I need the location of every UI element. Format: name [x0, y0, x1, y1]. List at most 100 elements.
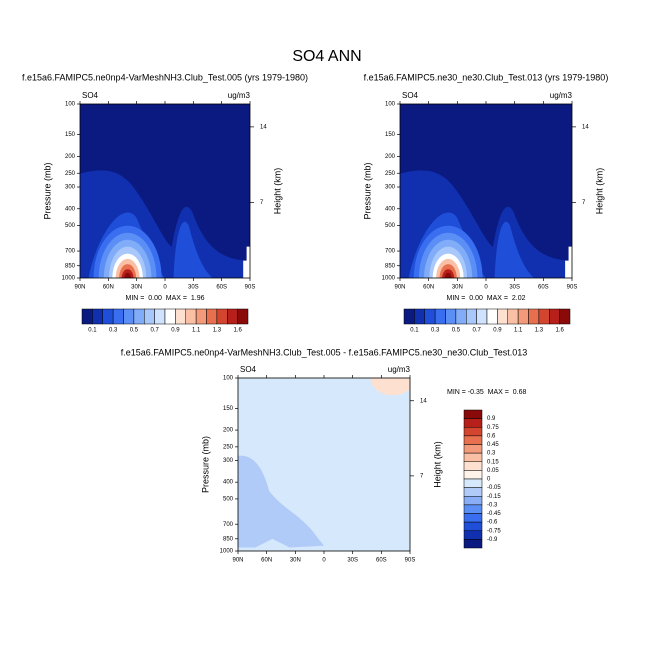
colorbar-label: 0.9: [487, 416, 496, 422]
colorbar-label: 0.75: [487, 425, 499, 431]
panel-subtitle: f.e15a6.FAMIPC5.ne0np4-VarMeshNH3.Club_T…: [22, 72, 308, 82]
colorbar-label: 0.9: [493, 328, 502, 334]
colorbar-label: 1.6: [233, 328, 242, 334]
y-tick-label: 500: [65, 223, 76, 229]
x-tick-label: 30N: [452, 285, 463, 291]
colorbar-box: [403, 308, 415, 325]
y-axis-title: Pressure (mb): [200, 436, 210, 493]
x-tick-label: 90S: [405, 558, 416, 564]
colorbar-box: [102, 308, 114, 325]
y2-axis-title: Height (km): [594, 168, 604, 215]
contour-field: [400, 104, 572, 278]
colorbar-box: [463, 513, 483, 523]
colorbar-box: [559, 308, 571, 325]
colorbar-box: [154, 308, 166, 325]
y-tick-label: 300: [385, 185, 396, 191]
colorbar-label: -0.3: [487, 502, 498, 508]
colorbar-label: -0.6: [487, 520, 498, 526]
x-tick-label: 0: [163, 285, 167, 291]
colorbar-label: 0.1: [88, 328, 97, 334]
colorbar-label: 0.5: [130, 328, 139, 334]
colorbar-box: [463, 530, 483, 540]
y-tick-label: 1000: [220, 549, 234, 555]
y-tick-label: 250: [65, 171, 76, 177]
colorbar-box: [463, 435, 483, 445]
y-tick-label: 500: [223, 496, 234, 502]
x-tick-label: 30S: [509, 285, 520, 291]
y-tick-label: 150: [385, 132, 396, 138]
contour-fill: [370, 378, 410, 396]
y-tick-label: 100: [65, 102, 76, 108]
x-tick-label: 90N: [394, 285, 405, 291]
colorbar-box: [549, 308, 560, 325]
colorbar-box: [463, 452, 483, 462]
y2-tick-label: 7: [420, 473, 424, 479]
colorbar-label: 0.3: [487, 451, 496, 457]
colorbar-box: [486, 308, 498, 325]
colorbar-label: 0.3: [109, 328, 118, 334]
y-tick-label: 150: [65, 132, 76, 138]
colorbar-box: [463, 487, 483, 497]
contour-fill: [494, 221, 535, 278]
min-max-label: MIN = 0.00 MAX = 1.96: [126, 295, 205, 302]
colorbar-box: [507, 308, 519, 325]
colorbar-box: [463, 444, 483, 454]
colorbar-label: 0.7: [472, 328, 481, 334]
panel-subtitle: f.e15a6.FAMIPC5.ne30_ne30.Club_Test.013 …: [364, 72, 609, 82]
units-label: ug/m3: [228, 91, 251, 100]
y-tick-label: 700: [65, 249, 76, 255]
units-label: ug/m3: [388, 365, 411, 374]
colorbar-label: -0.15: [487, 494, 501, 500]
colorbar-box: [463, 418, 483, 428]
colorbar-box: [445, 308, 457, 325]
x-tick-label: 90N: [232, 558, 243, 564]
colorbar-box: [463, 496, 483, 506]
contour-field: [238, 378, 410, 551]
colorbar-box: [195, 308, 207, 325]
y-tick-label: 1000: [382, 276, 396, 282]
colorbar-box: [144, 308, 155, 325]
y-tick-label: 700: [385, 249, 396, 255]
x-tick-label: 30N: [290, 558, 301, 564]
y2-tick-label: 14: [582, 124, 589, 130]
colorbar-box: [466, 308, 477, 325]
y-tick-label: 200: [65, 154, 76, 160]
y-tick-label: 1000: [62, 276, 76, 282]
x-tick-label: 0: [322, 558, 326, 564]
y2-tick-label: 7: [260, 200, 264, 206]
colorbar-box: [206, 308, 218, 325]
x-tick-label: 30N: [131, 285, 142, 291]
colorbar-label: 1.3: [535, 328, 544, 334]
colorbar-box: [463, 461, 483, 471]
y2-axis-title: Height (km): [432, 441, 442, 488]
colorbar-label: 0.1: [410, 328, 419, 334]
colorbar-label: 0.9: [171, 328, 180, 334]
x-tick-label: 30S: [347, 558, 358, 564]
colorbar-box: [424, 308, 436, 325]
x-tick-label: 60S: [538, 285, 549, 291]
colorbar-box: [434, 308, 446, 325]
y-tick-label: 100: [385, 102, 396, 108]
x-tick-label: 60N: [261, 558, 272, 564]
colorbar-box: [216, 308, 228, 325]
colorbar-box: [463, 427, 483, 437]
y-tick-label: 400: [223, 480, 234, 486]
y-tick-label: 850: [385, 263, 396, 269]
colorbar-box: [227, 308, 238, 325]
colorbar-box: [476, 308, 488, 325]
x-tick-label: 60S: [376, 558, 387, 564]
y-tick-label: 200: [223, 428, 234, 434]
colorbar-label: -0.75: [487, 528, 501, 534]
contour-fill: [444, 272, 452, 278]
y2-tick-label: 7: [582, 200, 586, 206]
x-tick-label: 90N: [74, 285, 85, 291]
colorbar-box: [175, 308, 186, 325]
y2-axis-title: Height (km): [272, 168, 282, 215]
contour-fill: [565, 246, 572, 278]
contour-fill: [173, 221, 213, 278]
colorbar-box: [237, 308, 249, 325]
colorbar-label: 0.5: [452, 328, 461, 334]
variable-label: SO4: [82, 91, 99, 100]
x-tick-label: 30S: [188, 285, 199, 291]
